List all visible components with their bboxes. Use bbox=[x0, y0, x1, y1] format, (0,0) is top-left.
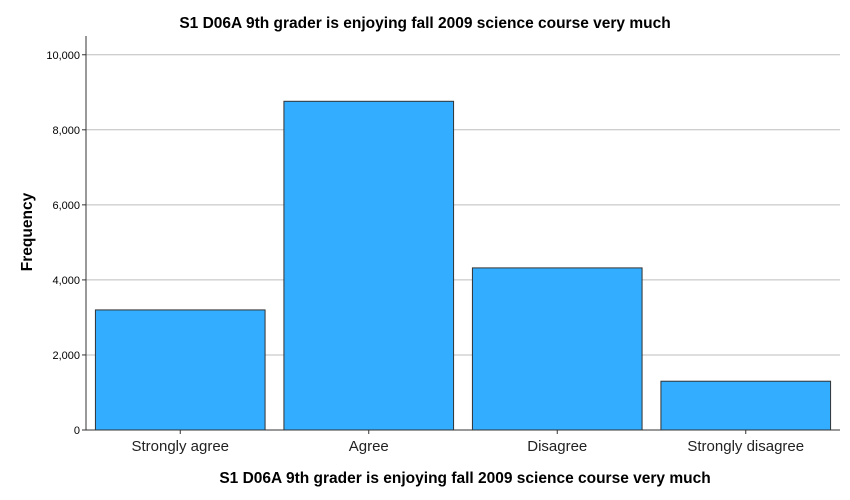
y-tick-label: 10,000 bbox=[46, 50, 80, 62]
bar-agree bbox=[283, 100, 455, 431]
y-tick-label: 0 bbox=[74, 425, 80, 437]
bars bbox=[94, 100, 832, 431]
x-tick-label: Strongly agree bbox=[131, 438, 229, 455]
y-axis-title: Frequency bbox=[19, 192, 36, 271]
x-axis-title: S1 D06A 9th grader is enjoying fall 2009… bbox=[219, 470, 710, 487]
chart-title: S1 D06A 9th grader is enjoying fall 2009… bbox=[179, 15, 670, 32]
bar-disagree bbox=[471, 267, 643, 431]
y-tick-label: 4,000 bbox=[52, 275, 80, 287]
bar-strongly-agree bbox=[94, 309, 266, 431]
y-tick-label: 2,000 bbox=[52, 350, 80, 362]
bar-strongly-disagree bbox=[660, 380, 832, 431]
x-tick-label: Strongly disagree bbox=[687, 438, 804, 455]
y-tick-label: 8,000 bbox=[52, 125, 80, 137]
gridlines bbox=[86, 54, 840, 356]
x-tick-label: Agree bbox=[349, 438, 389, 455]
y-tick-labels: 0 2,000 4,000 6,000 8,000 10,000 bbox=[46, 50, 86, 437]
axes bbox=[85, 36, 840, 431]
y-tick-label: 6,000 bbox=[52, 200, 80, 212]
x-tick-label: Disagree bbox=[527, 438, 587, 455]
x-tick-labels: Strongly agree Agree Disagree Strongly disa… bbox=[131, 430, 804, 455]
